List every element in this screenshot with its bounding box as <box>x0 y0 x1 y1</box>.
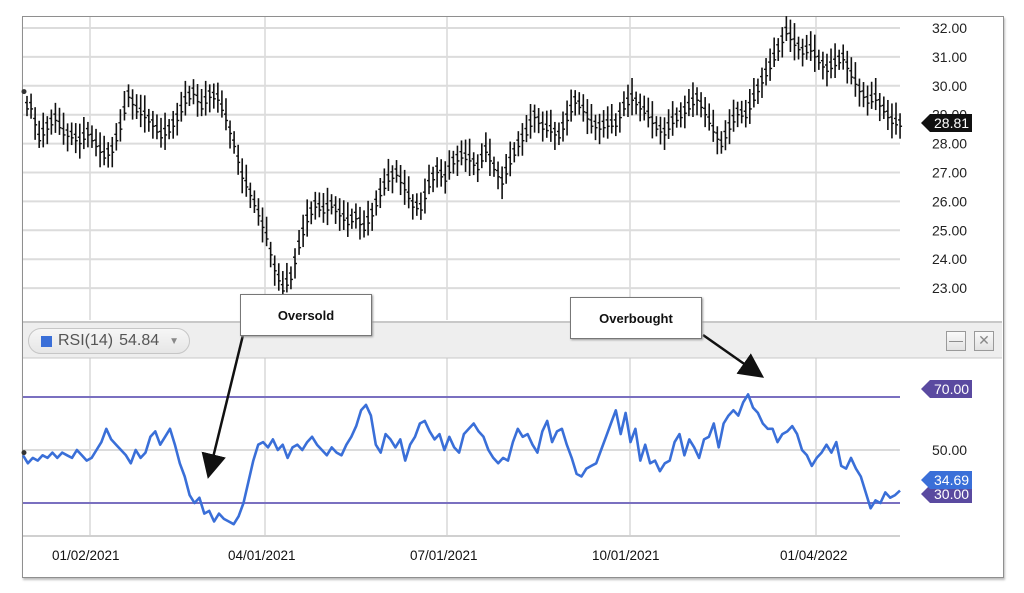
x-axis-date-label: 01/04/2022 <box>780 548 848 563</box>
price-axis-tick: 32.00 <box>932 20 967 36</box>
chevron-down-icon[interactable]: ▼ <box>169 335 180 347</box>
last-price-tag: 28.81 <box>920 114 973 132</box>
rsi-30-tag: 30.00 <box>920 485 973 503</box>
rsi-50-label: 50.00 <box>932 442 967 458</box>
price-axis-tick: 24.00 <box>932 251 967 267</box>
x-axis-date-label: 07/01/2021 <box>410 548 478 563</box>
series-color-swatch <box>41 335 52 347</box>
price-axis-tick: 23.00 <box>932 280 967 296</box>
overbought-arrow <box>702 333 765 378</box>
price-axis-tick: 28.00 <box>932 136 967 152</box>
x-axis-date-label: 04/01/2021 <box>228 548 296 563</box>
price-axis-tick: 31.00 <box>932 49 967 65</box>
oversold-arrow <box>201 334 245 479</box>
rsi-current-tag: 34.69 <box>920 471 973 489</box>
indicator-label: RSI(14) <box>58 332 114 349</box>
rsi-70-tag: 70.00 <box>920 380 973 398</box>
close-panel-button[interactable]: ✕ <box>974 331 994 351</box>
rsi-line <box>21 393 901 526</box>
rsi-start-marker <box>21 450 27 456</box>
price-axis-tick: 26.00 <box>932 193 967 209</box>
indicator-selector[interactable]: RSI(14) 54.84 ▼ <box>28 328 191 354</box>
price-axis-tick: 25.00 <box>932 222 967 238</box>
indicator-value: 54.84 <box>119 332 160 349</box>
x-axis-date-label: 10/01/2021 <box>592 548 660 563</box>
price-axis-tick: 27.00 <box>932 165 967 181</box>
price-start-marker <box>21 89 27 95</box>
minimize-panel-button[interactable]: — <box>946 331 966 351</box>
overbought-callout: Overbought <box>570 297 702 339</box>
x-axis-date-label: 01/02/2021 <box>52 548 120 563</box>
price-axis-tick: 30.00 <box>932 78 967 94</box>
oversold-callout: Oversold <box>240 294 372 336</box>
